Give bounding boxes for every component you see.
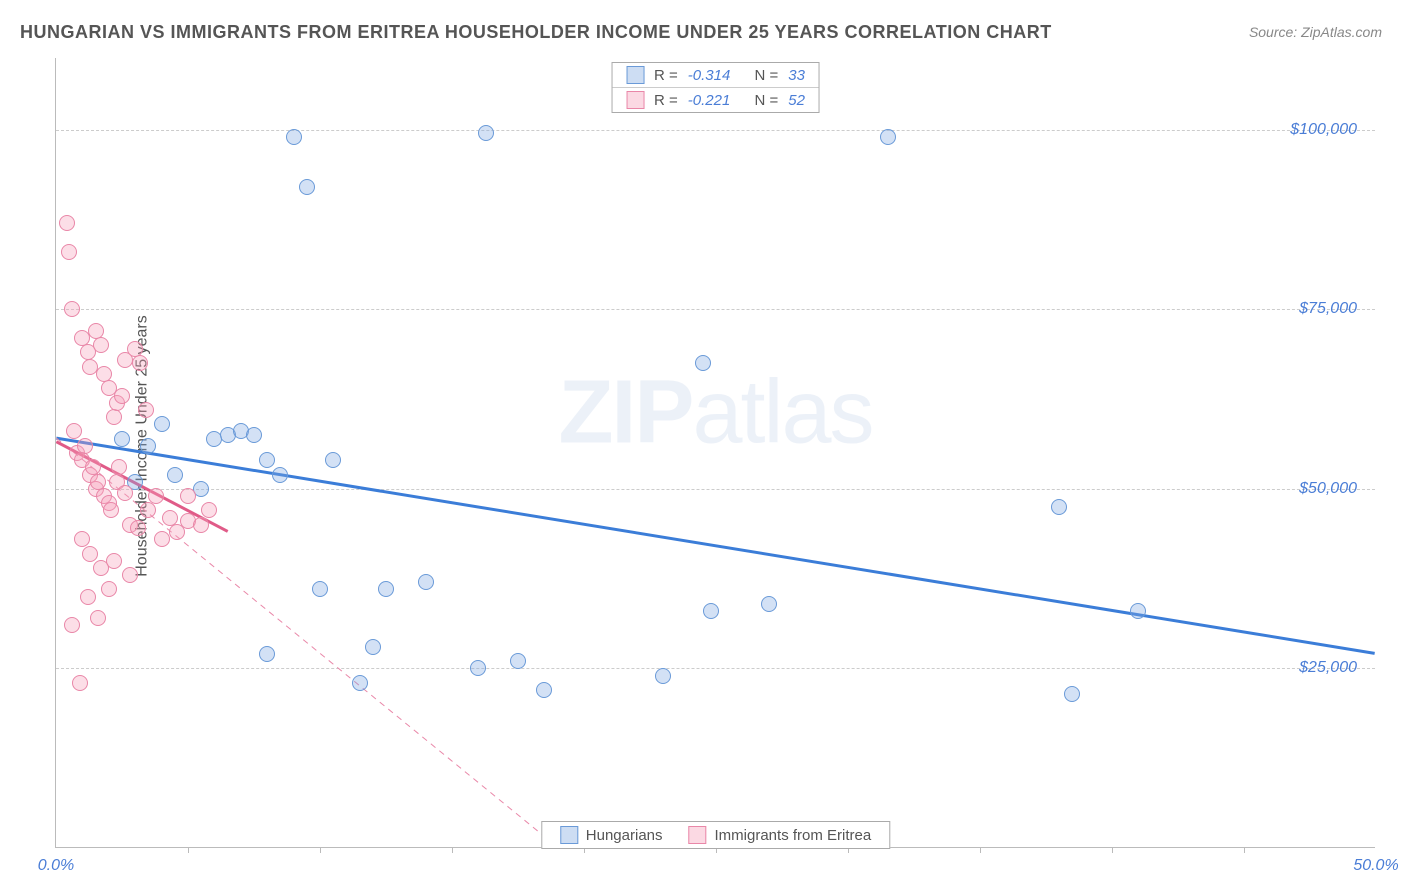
- scatter-point: [378, 581, 394, 597]
- watermark-atlas: atlas: [692, 363, 872, 463]
- y-tick-label: $75,000: [1299, 300, 1357, 318]
- r-value-2: -0.221: [688, 92, 731, 109]
- watermark-zip: ZIP: [558, 363, 692, 463]
- scatter-point: [478, 125, 494, 141]
- scatter-point: [325, 452, 341, 468]
- scatter-point: [1064, 686, 1080, 702]
- scatter-point: [695, 355, 711, 371]
- series-legend: Hungarians Immigrants from Eritrea: [541, 821, 890, 849]
- scatter-point: [201, 502, 217, 518]
- n-label: N =: [755, 67, 779, 84]
- scatter-point: [130, 520, 146, 536]
- scatter-point: [122, 567, 138, 583]
- source-attribution: Source: ZipAtlas.com: [1249, 24, 1382, 40]
- scatter-point: [1130, 603, 1146, 619]
- scatter-point: [880, 129, 896, 145]
- scatter-point: [93, 337, 109, 353]
- y-tick-label: $50,000: [1299, 480, 1357, 498]
- scatter-point: [140, 502, 156, 518]
- scatter-point: [154, 531, 170, 547]
- scatter-point: [272, 467, 288, 483]
- swatch-blue-icon: [626, 66, 644, 84]
- scatter-point: [114, 388, 130, 404]
- scatter-point: [761, 596, 777, 612]
- scatter-point: [259, 452, 275, 468]
- scatter-point: [470, 660, 486, 676]
- x-tick-label: 0.0%: [38, 857, 74, 875]
- y-tick-label: $25,000: [1299, 659, 1357, 677]
- scatter-point: [365, 639, 381, 655]
- r-label: R =: [654, 92, 678, 109]
- scatter-point: [167, 467, 183, 483]
- scatter-point: [536, 682, 552, 698]
- n-label: N =: [755, 92, 779, 109]
- scatter-point: [82, 546, 98, 562]
- scatter-point: [180, 488, 196, 504]
- scatter-point: [193, 517, 209, 533]
- legend-item-hungarians: Hungarians: [560, 826, 663, 844]
- r-value-1: -0.314: [688, 67, 731, 84]
- watermark: ZIPatlas: [558, 362, 872, 465]
- scatter-point: [259, 646, 275, 662]
- x-tick-label: 50.0%: [1353, 857, 1398, 875]
- scatter-point: [138, 402, 154, 418]
- scatter-point: [154, 416, 170, 432]
- scatter-point: [64, 301, 80, 317]
- scatter-point: [655, 668, 671, 684]
- scatter-point: [352, 675, 368, 691]
- swatch-pink-icon: [626, 91, 644, 109]
- scatter-point: [312, 581, 328, 597]
- scatter-point: [286, 129, 302, 145]
- scatter-point: [299, 179, 315, 195]
- scatter-point: [106, 553, 122, 569]
- regression-lines: [56, 58, 1375, 847]
- scatter-point: [246, 427, 262, 443]
- correlation-stats-legend: R = -0.314 N = 33 R = -0.221 N = 52: [611, 62, 820, 113]
- n-value-1: 33: [788, 67, 805, 84]
- scatter-point: [418, 574, 434, 590]
- scatter-point: [80, 589, 96, 605]
- scatter-point: [703, 603, 719, 619]
- chart-title: HUNGARIAN VS IMMIGRANTS FROM ERITREA HOU…: [20, 22, 1052, 43]
- scatter-point: [101, 581, 117, 597]
- scatter-point: [114, 431, 130, 447]
- scatter-point: [66, 423, 82, 439]
- scatter-point: [103, 502, 119, 518]
- scatter-point: [64, 617, 80, 633]
- swatch-blue-icon: [560, 826, 578, 844]
- scatter-point: [117, 485, 133, 501]
- scatter-point: [132, 355, 148, 371]
- swatch-pink-icon: [689, 826, 707, 844]
- scatter-point: [106, 409, 122, 425]
- legend-item-eritrea: Immigrants from Eritrea: [689, 826, 872, 844]
- legend-label-2: Immigrants from Eritrea: [715, 827, 872, 844]
- scatter-point: [90, 610, 106, 626]
- scatter-point: [77, 438, 93, 454]
- scatter-point: [140, 438, 156, 454]
- scatter-point: [61, 244, 77, 260]
- r-label: R =: [654, 67, 678, 84]
- scatter-point: [111, 459, 127, 475]
- scatter-point: [1051, 499, 1067, 515]
- scatter-point: [72, 675, 88, 691]
- stats-row-hungarians: R = -0.314 N = 33: [612, 63, 819, 88]
- stats-row-eritrea: R = -0.221 N = 52: [612, 88, 819, 112]
- scatter-point: [510, 653, 526, 669]
- scatter-point: [59, 215, 75, 231]
- plot-area: ZIPatlas R = -0.314 N = 33 R = -0.221 N …: [55, 58, 1375, 848]
- scatter-point: [148, 488, 164, 504]
- legend-label-1: Hungarians: [586, 827, 663, 844]
- y-tick-label: $100,000: [1290, 121, 1357, 139]
- n-value-2: 52: [788, 92, 805, 109]
